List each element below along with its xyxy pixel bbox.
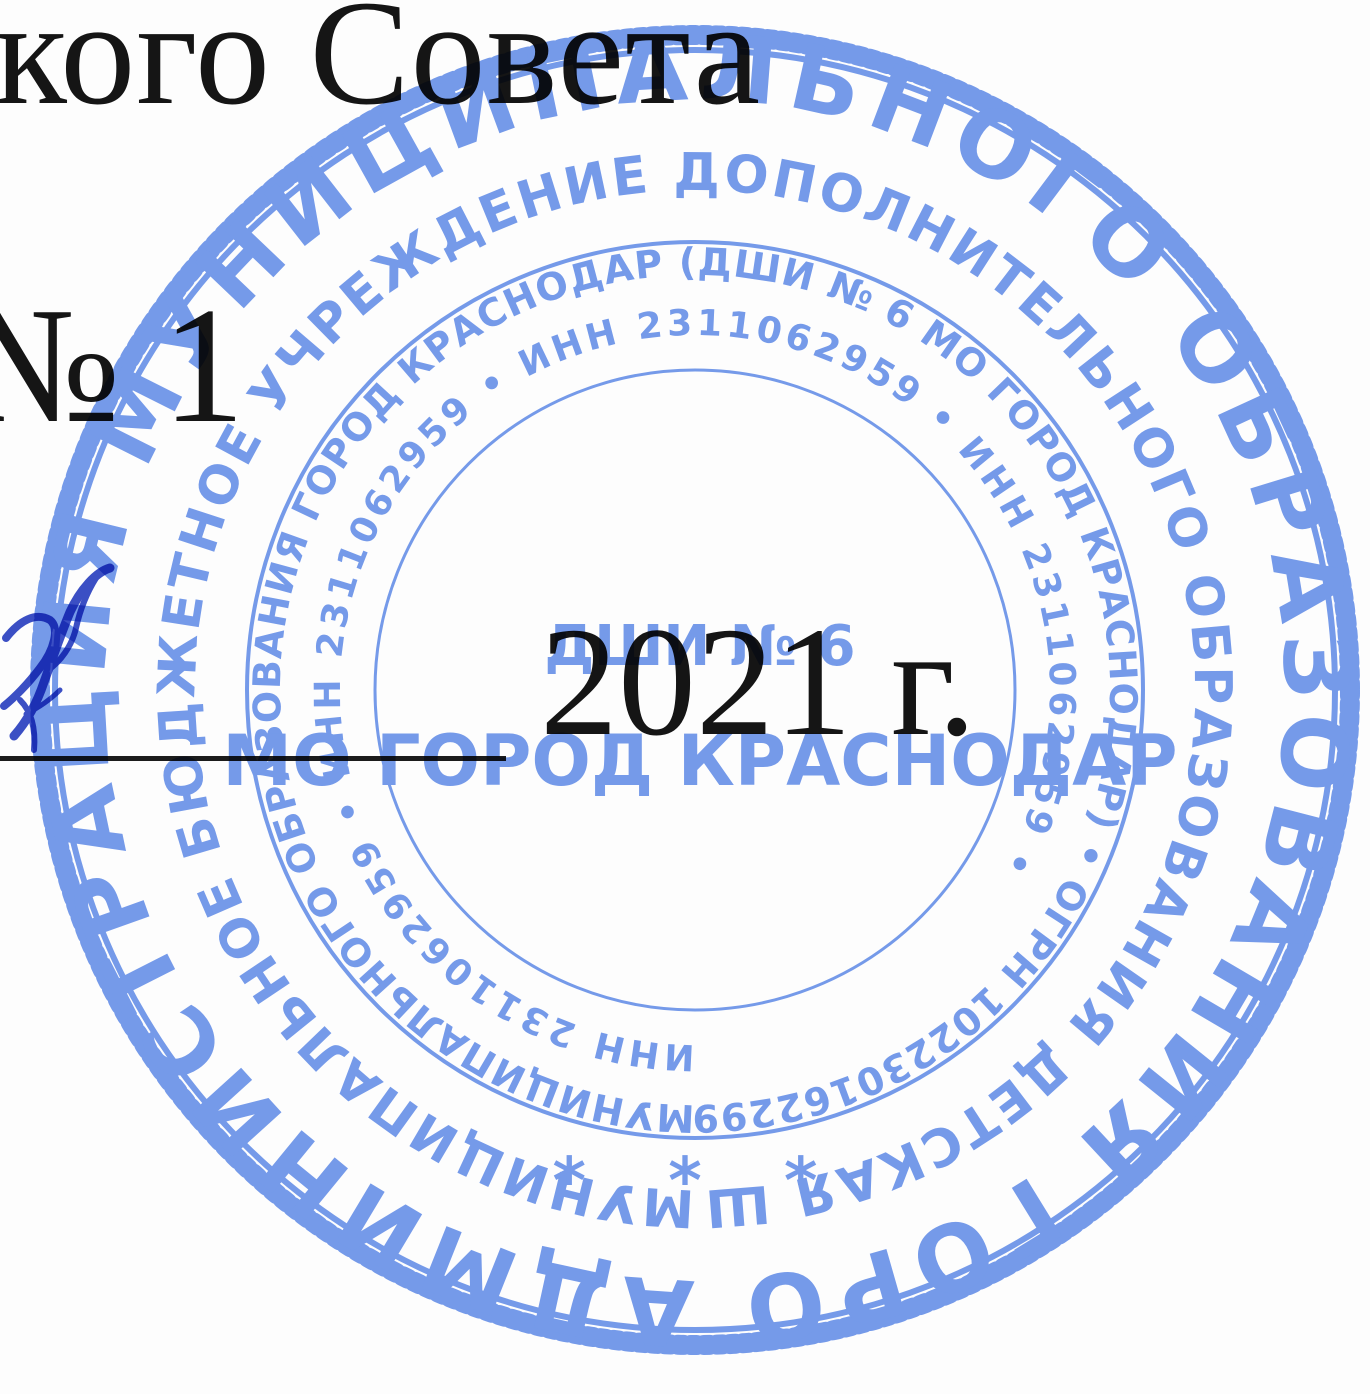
seal-text: АДМИНИСТРАЦИЯ МУНИЦИПАЛЬНОГО ОБРАЗОВАНИЯ… <box>10 5 1361 1366</box>
seal-inn-text: ИНН 2311062959 • ИНН 2311062959 • ИНН 23… <box>308 303 1082 1078</box>
seal-outer-border <box>30 25 1360 1355</box>
seal-outer-ring-line <box>52 47 1338 1333</box>
round-seal-stamp: АДМИНИСТРАЦИЯ МУНИЦИПАЛЬНОГО ОБРАЗОВАНИЯ… <box>10 5 1361 1366</box>
seal-core-ring-line <box>373 368 1017 1012</box>
seal-inner-ring-line <box>245 240 1145 1140</box>
seal-stars: * * * <box>553 1145 848 1219</box>
seal-rings <box>30 25 1360 1355</box>
seal-center-line-1: ДШИ № 6 <box>544 614 855 679</box>
date-year: 2021 г. <box>540 595 977 768</box>
seal-center-line-2: МО ГОРОД КРАСНОДАР <box>222 720 1177 802</box>
